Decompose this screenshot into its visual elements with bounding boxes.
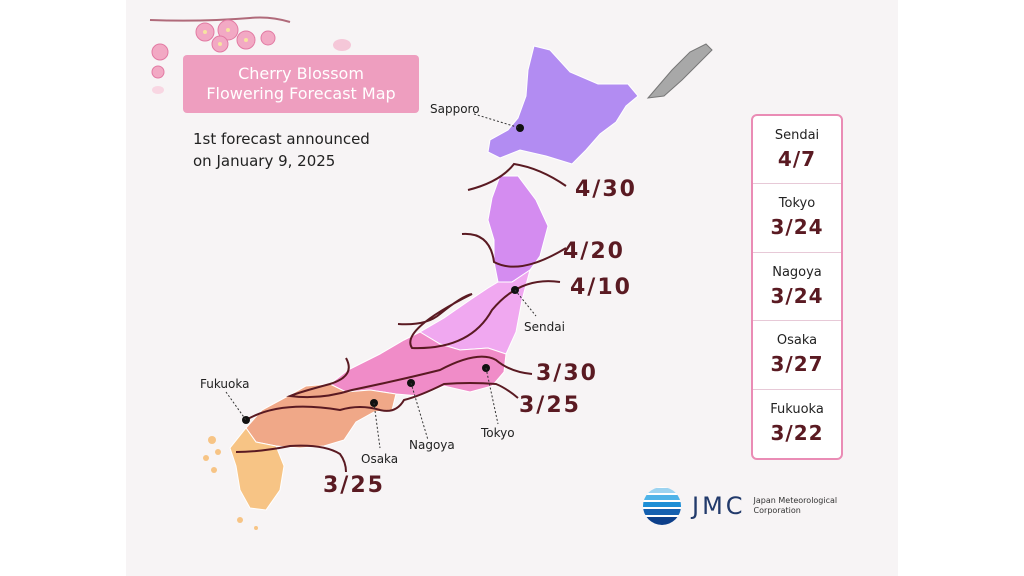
isoline-label-330: 3/30 xyxy=(536,361,598,386)
isoline-430 xyxy=(467,162,567,191)
title-line2: Flowering Forecast Map xyxy=(206,84,396,103)
isoline-325 xyxy=(245,382,519,421)
isoline-410 xyxy=(397,280,561,350)
jmc-full-name: Japan Meteorological Corporation xyxy=(754,496,838,516)
legend-row-osaka: Osaka 3/27 xyxy=(753,321,841,390)
isolines xyxy=(235,162,567,473)
legend-city: Fukuoka xyxy=(770,401,824,417)
legend-row-sendai: Sendai 4/7 xyxy=(753,116,841,185)
legend-date: 4/7 xyxy=(777,147,817,171)
city-forecast-legend: Sendai 4/7 Tokyo 3/24 Nagoya 3/24 Osaka … xyxy=(751,114,843,460)
legend-date: 3/22 xyxy=(770,420,824,445)
isoline-label-325-west: 3/25 xyxy=(323,473,385,498)
legend-date: 3/24 xyxy=(770,215,824,240)
forecast-subtitle: 1st forecast announced on January 9, 202… xyxy=(193,128,370,172)
label-osaka: Osaka xyxy=(361,452,398,466)
isoline-label-430: 4/30 xyxy=(575,177,637,202)
legend-city: Tokyo xyxy=(778,196,816,212)
jmc-abbr: JMC xyxy=(692,492,746,520)
region-hokkaido xyxy=(487,45,639,165)
petal-decoration xyxy=(333,39,351,51)
jmc-globe-icon xyxy=(643,487,681,525)
isoline-325-west xyxy=(235,444,347,473)
legend-city: Nagoya xyxy=(772,264,822,280)
isoline-label-325-east: 3/25 xyxy=(519,393,581,418)
subtitle-line2: on January 9, 2025 xyxy=(193,152,336,170)
title-line1: Cherry Blossom xyxy=(238,64,364,83)
legend-city: Sendai xyxy=(774,128,820,143)
jmc-logo: JMC Japan Meteorological Corporation xyxy=(642,486,837,526)
label-sendai: Sendai xyxy=(524,320,565,334)
legend-city: Osaka xyxy=(776,333,818,349)
isoline-330 xyxy=(286,355,533,399)
jmc-name-line1: Japan Meteorological xyxy=(753,496,838,505)
cherry-blossom-decoration xyxy=(149,16,291,94)
legend-date: 3/27 xyxy=(770,352,824,377)
label-fukuoka: Fukuoka xyxy=(200,377,249,391)
legend-row-nagoya: Nagoya 3/24 xyxy=(753,253,841,322)
isoline-label-410: 4/10 xyxy=(570,275,632,300)
label-nagoya: Nagoya xyxy=(409,438,455,452)
marker-sapporo xyxy=(516,124,524,132)
kuril-islands xyxy=(646,43,713,99)
legend-date: 3/24 xyxy=(770,283,824,308)
label-tokyo: Tokyo xyxy=(480,426,515,440)
region-kanto-chubu xyxy=(329,331,507,397)
legend-row-fukuoka: Fukuoka 3/22 xyxy=(753,390,841,458)
region-kinki-chugoku xyxy=(245,383,397,449)
label-sapporo: Sapporo xyxy=(430,102,480,116)
isoline-label-420: 4/20 xyxy=(563,239,625,264)
title-box: Cherry Blossom Flowering Forecast Map xyxy=(183,55,419,113)
subtitle-line1: 1st forecast announced xyxy=(193,130,370,148)
legend-row-tokyo: Tokyo 3/24 xyxy=(753,184,841,253)
jmc-name-line2: Corporation xyxy=(753,506,801,515)
isoline-420 xyxy=(461,232,567,268)
marker-fukuoka xyxy=(242,416,250,424)
